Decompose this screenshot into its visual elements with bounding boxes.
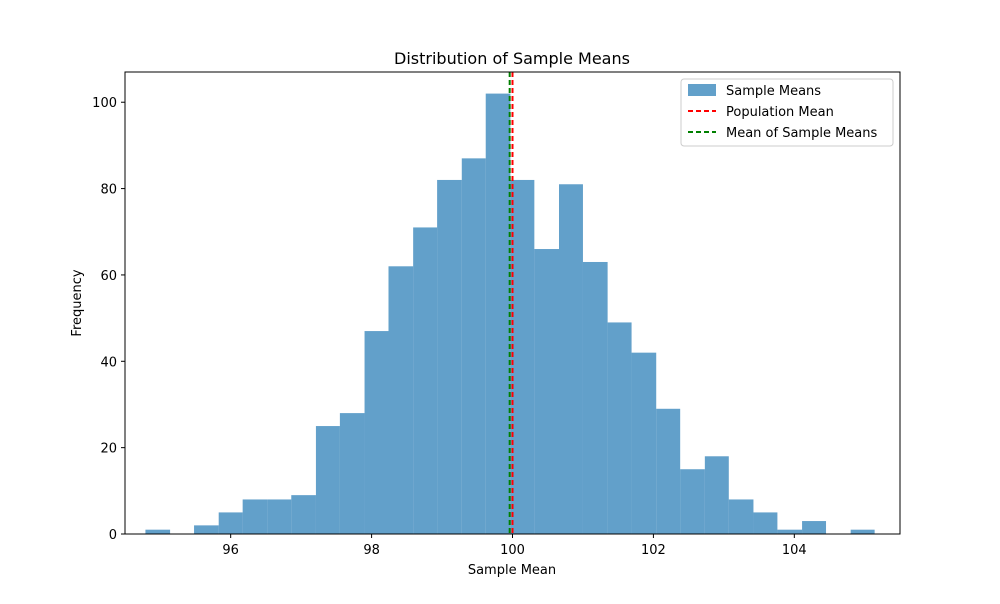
histogram-bar xyxy=(315,426,340,534)
histogram-bar xyxy=(728,499,754,534)
legend-label-mean-of-sample-means: Mean of Sample Means xyxy=(726,126,878,141)
legend-label-sample-means: Sample Means xyxy=(726,84,821,99)
y-axis-label: Frequency xyxy=(70,269,85,336)
histogram-bar xyxy=(194,525,219,534)
bars-layer xyxy=(145,93,875,535)
chart-title: Distribution of Sample Means xyxy=(394,49,630,68)
histogram-bar xyxy=(145,529,171,534)
x-tick-label: 96 xyxy=(222,543,239,558)
histogram-bar xyxy=(413,227,438,534)
histogram-bar xyxy=(850,529,875,534)
x-tick-label: 100 xyxy=(500,543,525,558)
histogram-bar xyxy=(559,184,583,534)
y-ticks: 0 20 40 60 80 100 xyxy=(92,96,125,543)
histogram-bar xyxy=(582,261,608,534)
histogram-bar xyxy=(753,512,778,534)
x-tick-label: 104 xyxy=(782,543,807,558)
histogram-bar xyxy=(802,521,827,534)
histogram-bar xyxy=(267,499,292,534)
legend-swatch-sample-means xyxy=(688,84,716,96)
legend: Sample Means Population Mean Mean of Sam… xyxy=(680,78,894,147)
histogram-bar xyxy=(510,179,535,535)
y-tick-label: 0 xyxy=(109,528,117,543)
histogram-bar xyxy=(534,249,559,535)
histogram-bar xyxy=(437,179,462,535)
histogram-bar xyxy=(218,512,243,534)
histogram-bar xyxy=(461,158,486,534)
x-tick-label: 102 xyxy=(641,543,666,558)
histogram-bar xyxy=(388,266,414,534)
histogram-bar xyxy=(777,529,803,534)
mean-lines-layer xyxy=(508,72,514,534)
y-tick-label: 100 xyxy=(92,96,117,111)
x-axis-label: Sample Mean xyxy=(468,563,556,578)
x-ticks: 96 98 100 102 104 xyxy=(222,534,807,558)
x-tick-label: 98 xyxy=(363,543,380,558)
histogram-bar xyxy=(631,352,657,534)
y-tick-label: 40 xyxy=(100,355,117,370)
y-tick-label: 60 xyxy=(100,269,117,284)
histogram-bar xyxy=(339,413,365,534)
y-tick-label: 20 xyxy=(100,442,117,457)
histogram-bar xyxy=(704,456,729,534)
histogram-bar xyxy=(364,331,389,534)
histogram-bar xyxy=(680,469,705,534)
histogram-bar xyxy=(242,499,268,534)
legend-label-population-mean: Population Mean xyxy=(726,105,834,120)
histogram-bar xyxy=(485,93,511,535)
histogram-bar xyxy=(607,322,632,534)
histogram-bar xyxy=(291,495,316,534)
y-tick-label: 80 xyxy=(100,183,117,198)
histogram-bar xyxy=(656,408,681,534)
legend-box xyxy=(680,78,894,147)
